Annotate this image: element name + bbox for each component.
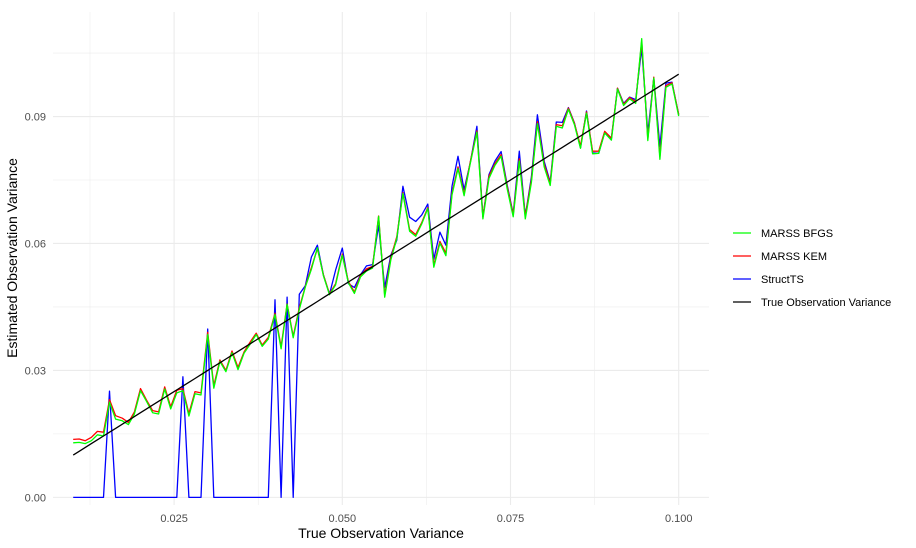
y-tick-label: 0.09: [25, 112, 46, 124]
y-tick-label: 0.03: [25, 365, 46, 377]
x-tick-label: 0.050: [329, 513, 357, 525]
series-line-structts: [73, 47, 680, 499]
legend: MARSS BFGS MARSS KEM StructTS True Observat…: [733, 228, 891, 309]
x-axis-title: True Observation Variance: [298, 525, 464, 541]
y-tick-label: 0.00: [25, 492, 46, 504]
tick-labels: 0.025 0.050 0.075 0.100 0.00 0.03 0.06 0.09: [25, 112, 693, 525]
series-line-true-observation-variance: [72, 73, 680, 456]
legend-label: True Observation Variance: [761, 297, 891, 309]
legend-label: MARSS BFGS: [761, 228, 833, 240]
series-lines: [72, 38, 680, 499]
x-tick-label: 0.100: [665, 513, 693, 525]
series-line-marss-bfgs: [73, 38, 680, 445]
x-tick-label: 0.075: [497, 513, 525, 525]
legend-label: StructTS: [761, 274, 804, 286]
y-axis-title: Estimated Observation Variance: [4, 158, 20, 358]
y-tick-label: 0.06: [25, 238, 46, 250]
x-tick-label: 0.025: [160, 513, 188, 525]
grid: [53, 12, 709, 505]
legend-label: MARSS KEM: [761, 251, 827, 263]
